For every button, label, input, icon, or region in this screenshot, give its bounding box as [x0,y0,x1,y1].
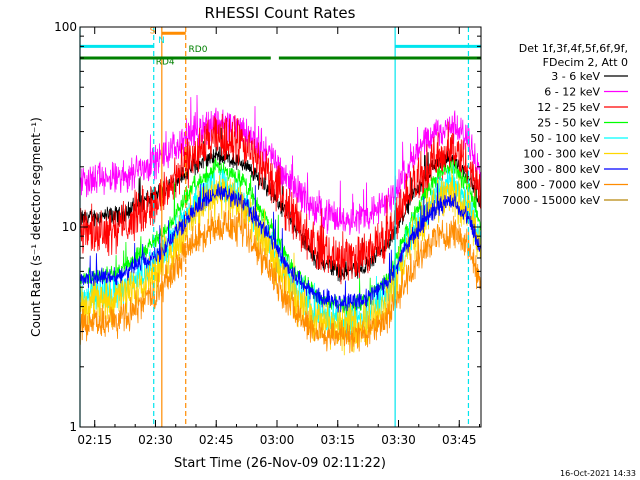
x-tick-label-6: 03:45 [442,433,477,447]
legend-label-7: 800 - 7000 keV [516,179,600,192]
series-line-1 [80,94,481,236]
x-tick-label-2: 02:45 [199,433,234,447]
legend: Det 1f,3f,4f,5f,6f,9f,FDecim 2, Att 03 -… [502,42,628,207]
chart-title: RHESSI Count Rates [205,4,356,22]
x-tick-label-5: 03:30 [381,433,416,447]
x-tick-label-0: 02:15 [77,433,112,447]
marker-label-1: N [158,36,165,46]
y-tick-label-0: 1 [69,420,77,434]
plot-timestamp: 16-Oct-2021 14:33 [560,469,636,478]
series-line-7 [80,192,481,354]
marker-label-3: RD4 [156,57,175,67]
legend-label-2: 12 - 25 keV [537,101,600,114]
y-axis-label: Count Rate (s⁻¹ detector segment⁻¹) [29,117,43,337]
series-line-0 [80,127,481,282]
x-axis-label: Start Time (26-Nov-09 02:11:22) [174,456,386,471]
series-line-6 [80,183,481,313]
x-tick-label-3: 03:00 [260,433,295,447]
x-tick-label-1: 02:30 [138,433,173,447]
legend-label-5: 100 - 300 keV [523,148,600,161]
legend-label-1: 6 - 12 keV [544,86,600,99]
y-tick-label-1: 10 [62,220,77,234]
y-tick-label-2: 100 [54,20,77,34]
legend-label-6: 300 - 800 keV [523,163,600,176]
series-line-2 [80,113,481,285]
y-axis: 1 10 100 [54,20,481,434]
series-line-5 [80,169,481,356]
x-tick-label-4: 03:15 [320,433,355,447]
series-line-3 [80,158,481,317]
legend-header-1: FDecim 2, Att 0 [543,56,628,69]
legend-label-4: 50 - 100 keV [530,132,600,145]
legend-header-0: Det 1f,3f,4f,5f,6f,9f, [519,42,628,55]
x-axis: 02:15 02:30 02:45 03:00 03:15 03:30 03:45 [77,27,481,447]
legend-label-8: 7000 - 15000 keV [502,194,600,207]
marker-label-2: RD0 [189,45,208,55]
legend-label-0: 3 - 6 keV [551,70,600,83]
marker-label-0: S [150,26,156,36]
legend-label-3: 25 - 50 keV [537,117,600,130]
